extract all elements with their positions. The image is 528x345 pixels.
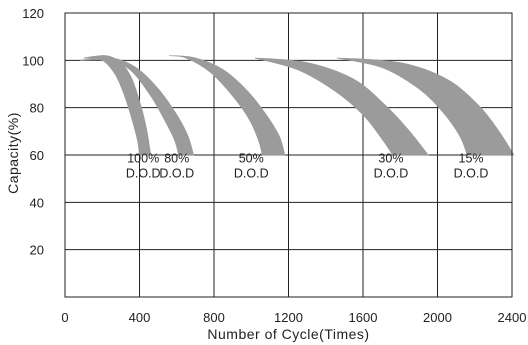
dod-bands <box>79 55 515 156</box>
dod-band <box>83 55 152 156</box>
y-tick-labels: 20 40 60 80 100 120 <box>22 6 44 258</box>
dod-band <box>254 57 430 156</box>
dod-band-label: D.O.D <box>454 166 489 180</box>
y-tick-label: 40 <box>30 195 44 210</box>
y-tick-label: 120 <box>22 6 44 21</box>
plot-frame <box>64 12 513 298</box>
dod-band-label: 50% <box>239 151 264 165</box>
dod-band <box>79 57 195 156</box>
y-tick-label: 80 <box>30 101 44 116</box>
x-axis-label: Number of Cycle(Times) <box>207 326 369 342</box>
dod-band-label: D.O.D <box>374 166 409 180</box>
x-tick-label: 2400 <box>498 310 527 325</box>
dod-band-label: D.O.D <box>234 166 269 180</box>
x-tick-label: 1200 <box>274 310 303 325</box>
dod-band-label: 100% <box>127 151 159 165</box>
dod-labels: 100%D.O.D80%D.O.D50%D.O.D30%D.O.D15%D.O.… <box>126 151 489 180</box>
dod-band-label: 80% <box>164 151 189 165</box>
x-tick-label: 0 <box>61 310 68 325</box>
dod-band <box>336 57 515 156</box>
dod-band-label: D.O.D <box>159 166 194 180</box>
y-tick-label: 60 <box>30 148 44 163</box>
y-axis-label: Capacity(%) <box>5 112 21 194</box>
dod-band-label: D.O.D <box>126 166 161 180</box>
x-tick-labels: 0 400 800 1200 1600 2000 2400 <box>61 310 526 325</box>
dod-band-label: 15% <box>459 151 484 165</box>
y-tick-label: 100 <box>22 53 44 68</box>
x-tick-label: 400 <box>129 310 151 325</box>
dod-band <box>169 55 286 156</box>
dod-band-label: 30% <box>378 151 403 165</box>
x-tick-label: 1600 <box>349 310 378 325</box>
x-tick-label: 2000 <box>423 310 452 325</box>
y-tick-label: 20 <box>30 243 44 258</box>
x-tick-label: 800 <box>203 310 225 325</box>
